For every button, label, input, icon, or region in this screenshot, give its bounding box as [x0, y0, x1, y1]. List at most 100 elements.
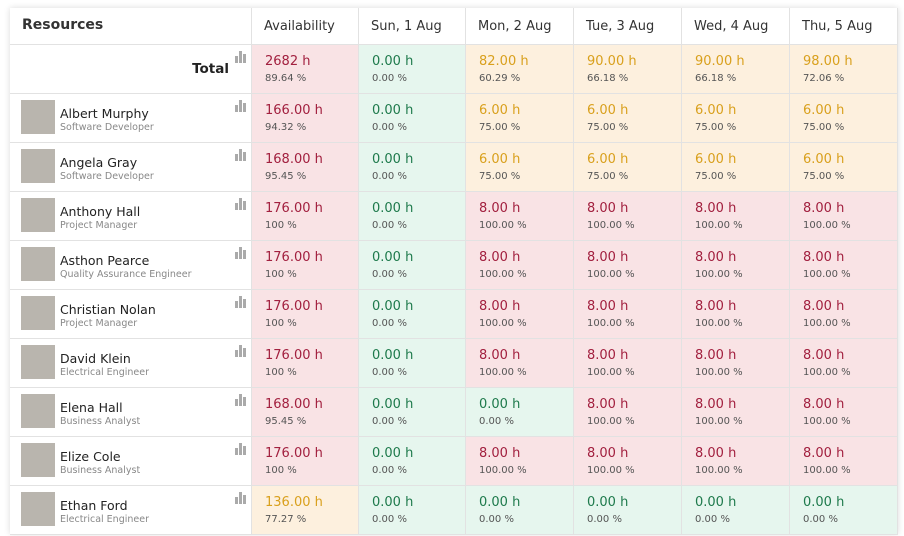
cell: 6.00 h 75.00 % — [466, 143, 574, 192]
hours: 8.00 h — [695, 397, 737, 412]
hours: 136.00 h — [265, 495, 323, 510]
chart-icon[interactable] — [235, 100, 247, 112]
resource-name: Albert Murphy — [60, 106, 149, 121]
hours: 0.00 h — [372, 397, 414, 412]
hours: 0.00 h — [372, 54, 414, 69]
cell: 166.00 h 94.32 % — [252, 94, 359, 143]
avatar — [21, 492, 55, 526]
resource-role: Electrical Engineer — [60, 514, 149, 525]
resource-cell: Angela Gray Software Developer — [10, 143, 252, 192]
chart-icon[interactable] — [235, 492, 247, 504]
percent: 0.00 % — [479, 514, 514, 525]
cell: 176.00 h 100 % — [252, 192, 359, 241]
cell: 0.00 h 0.00 % — [790, 486, 898, 535]
percent: 89.64 % — [265, 73, 307, 84]
hours: 90.00 h — [587, 54, 637, 69]
hours: 8.00 h — [695, 299, 737, 314]
cell: 0.00 h 0.00 % — [359, 94, 466, 143]
resource-cell: Elize Cole Business Analyst — [10, 437, 252, 486]
avatar — [21, 345, 55, 379]
percent: 0.00 % — [372, 171, 407, 182]
resource-name: Ethan Ford — [60, 498, 128, 513]
hours: 8.00 h — [803, 201, 845, 216]
percent: 60.29 % — [479, 73, 521, 84]
hours: 90.00 h — [695, 54, 745, 69]
percent: 100 % — [265, 220, 297, 231]
hours: 6.00 h — [695, 103, 737, 118]
percent: 100.00 % — [803, 465, 851, 476]
percent: 100.00 % — [587, 220, 635, 231]
cell: 8.00 h 100.00 % — [682, 192, 790, 241]
hours: 8.00 h — [479, 250, 521, 265]
percent: 100 % — [265, 318, 297, 329]
percent: 100 % — [265, 269, 297, 280]
hours: 0.00 h — [372, 250, 414, 265]
chart-icon[interactable] — [235, 247, 247, 259]
chart-icon[interactable] — [235, 198, 247, 210]
percent: 0.00 % — [587, 514, 622, 525]
hours: 8.00 h — [695, 348, 737, 363]
hours: 176.00 h — [265, 446, 323, 461]
percent: 100.00 % — [695, 367, 743, 378]
cell: 8.00 h 100.00 % — [574, 339, 682, 388]
hours: 0.00 h — [695, 495, 737, 510]
cell: 90.00 h 66.18 % — [574, 45, 682, 94]
percent: 100 % — [265, 367, 297, 378]
percent: 100.00 % — [695, 220, 743, 231]
hours: 98.00 h — [803, 54, 853, 69]
avatar — [21, 149, 55, 183]
hours: 0.00 h — [372, 103, 414, 118]
chart-icon[interactable] — [235, 51, 247, 63]
percent: 75.00 % — [587, 122, 629, 133]
hours: 6.00 h — [803, 152, 845, 167]
resource-role: Software Developer — [60, 171, 154, 182]
chart-icon[interactable] — [235, 443, 247, 455]
chart-icon[interactable] — [235, 345, 247, 357]
chart-icon[interactable] — [235, 296, 247, 308]
cell: 0.00 h 0.00 % — [359, 437, 466, 486]
cell: 98.00 h 72.06 % — [790, 45, 898, 94]
percent: 0.00 % — [372, 514, 407, 525]
hours: 0.00 h — [479, 397, 521, 412]
cell: 0.00 h 0.00 % — [359, 143, 466, 192]
cell: 8.00 h 100.00 % — [574, 241, 682, 290]
cell: 0.00 h 0.00 % — [359, 388, 466, 437]
cell: 8.00 h 100.00 % — [790, 339, 898, 388]
cell: 8.00 h 100.00 % — [790, 437, 898, 486]
cell: 176.00 h 100 % — [252, 437, 359, 486]
hours: 8.00 h — [587, 348, 629, 363]
cell: 8.00 h 100.00 % — [682, 437, 790, 486]
percent: 100.00 % — [479, 367, 527, 378]
cell: 0.00 h 0.00 % — [682, 486, 790, 535]
percent: 0.00 % — [372, 367, 407, 378]
percent: 100.00 % — [803, 367, 851, 378]
resource-role: Business Analyst — [60, 416, 141, 427]
hours: 166.00 h — [265, 103, 323, 118]
cell: 6.00 h 75.00 % — [682, 143, 790, 192]
avatar — [21, 247, 55, 281]
resource-cell: Elena Hall Business Analyst — [10, 388, 252, 437]
cell: 136.00 h 77.27 % — [252, 486, 359, 535]
column-header: Sun, 1 Aug — [359, 8, 466, 45]
percent: 100.00 % — [803, 269, 851, 280]
column-header: Thu, 5 Aug — [790, 8, 898, 45]
percent: 100.00 % — [803, 220, 851, 231]
resource-cell: David Klein Electrical Engineer — [10, 339, 252, 388]
cell: 8.00 h 100.00 % — [466, 192, 574, 241]
chart-icon[interactable] — [235, 149, 247, 161]
hours: 0.00 h — [372, 152, 414, 167]
cell: 8.00 h 100.00 % — [574, 192, 682, 241]
percent: 0.00 % — [372, 73, 407, 84]
resource-cell: Asthon Pearce Quality Assurance Engineer — [10, 241, 252, 290]
cell: 8.00 h 100.00 % — [466, 339, 574, 388]
hours: 8.00 h — [587, 201, 629, 216]
chart-icon[interactable] — [235, 394, 247, 406]
percent: 75.00 % — [479, 171, 521, 182]
percent: 100.00 % — [803, 416, 851, 427]
hours: 8.00 h — [587, 250, 629, 265]
hours: 8.00 h — [479, 201, 521, 216]
resource-grid: Resources Availability Sun, 1 Aug Mon, 2 Au… — [10, 8, 898, 535]
resource-cell: Ethan Ford Electrical Engineer — [10, 486, 252, 535]
cell: 8.00 h 100.00 % — [682, 388, 790, 437]
